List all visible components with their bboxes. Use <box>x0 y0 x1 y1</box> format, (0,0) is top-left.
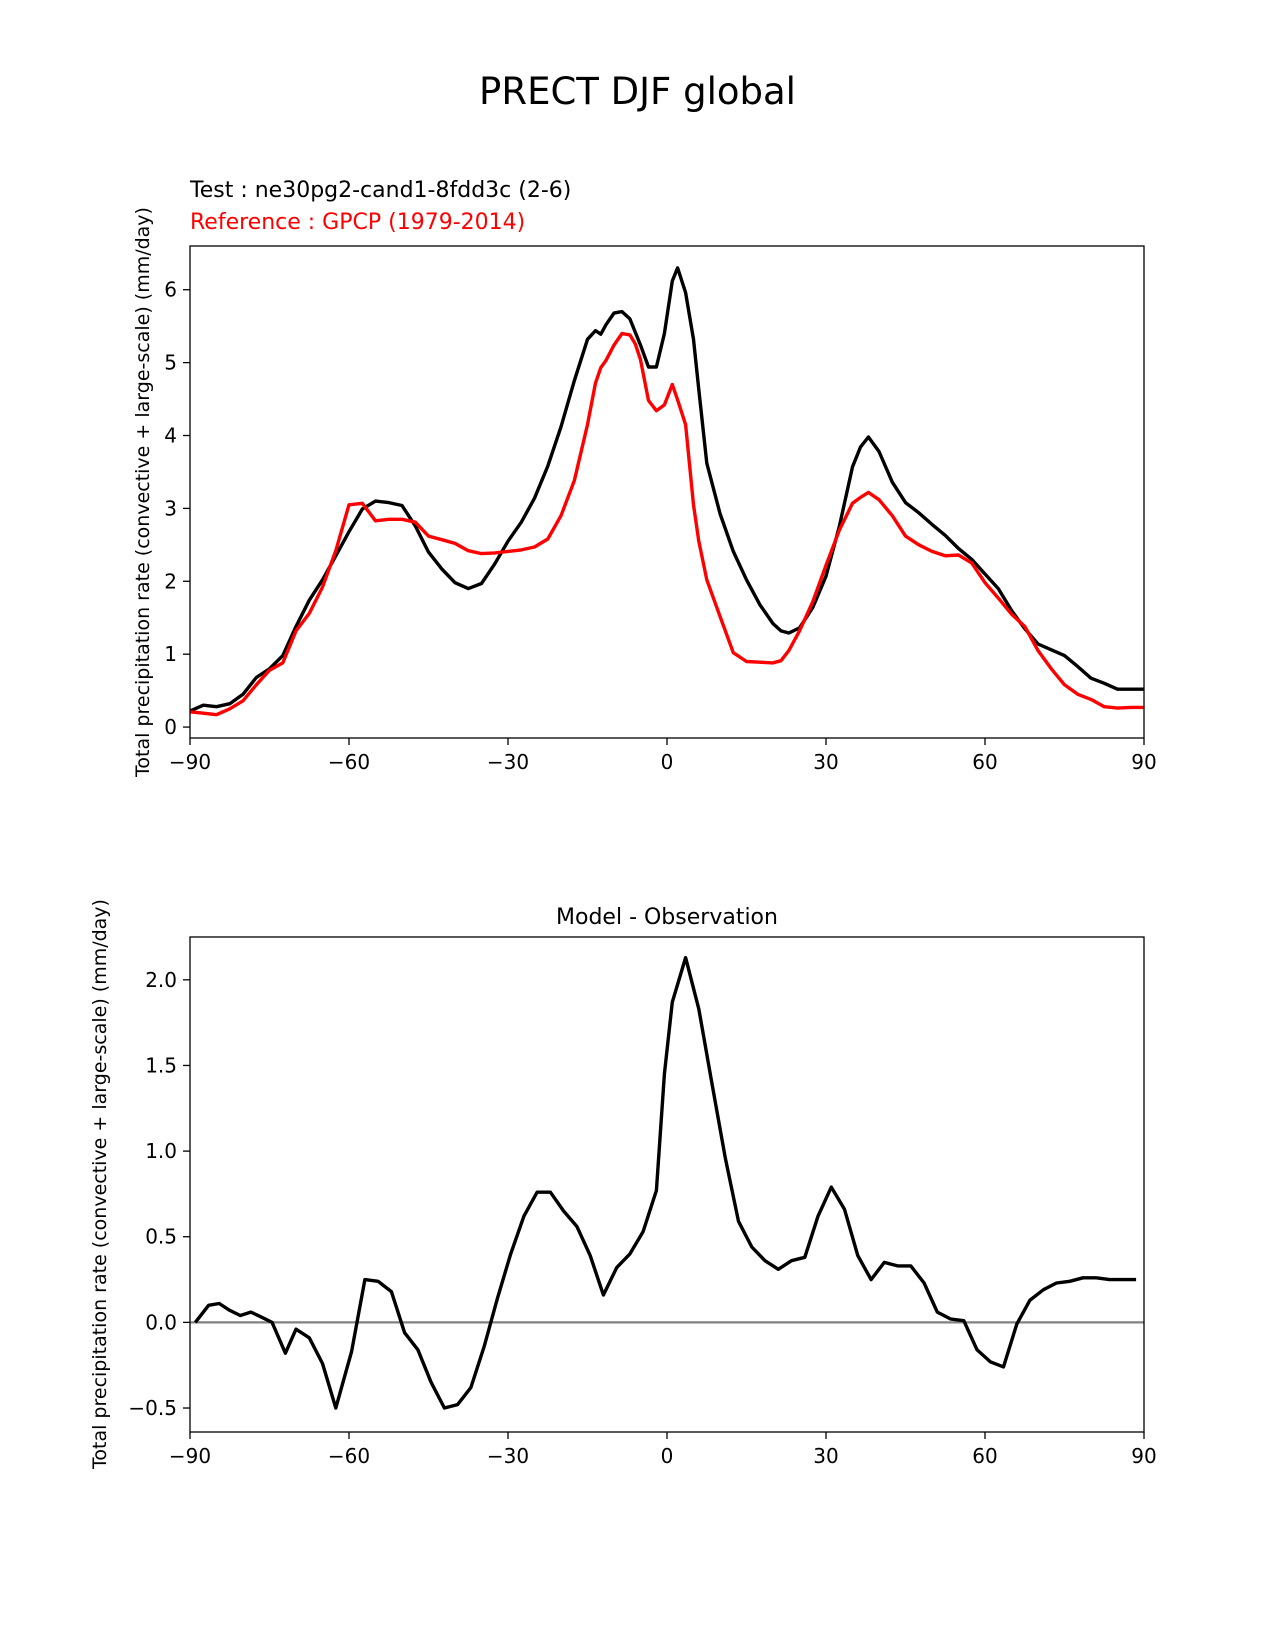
y-tick-label-top: 3 <box>164 496 177 520</box>
y-tick-label-bottom: 2.0 <box>145 968 177 992</box>
x-tick-label-top: 0 <box>661 750 674 774</box>
panel-top: −90 −60 −30 0 30 60 90 0 1 2 3 4 5 6 Total precipitat… <box>132 207 1157 778</box>
difference-plot-title: Model - Observation <box>556 905 778 930</box>
x-tick-label-top: 60 <box>972 750 997 774</box>
y-tick-label-bottom: 0.0 <box>145 1310 177 1334</box>
y-axis-label-bottom: Total precipitation rate (convective + l… <box>89 899 111 1470</box>
x-tick-label-bottom: −30 <box>487 1444 529 1468</box>
y-axis-label-top: Total precipitation rate (convective + l… <box>132 207 154 778</box>
x-tick-label-bottom: 30 <box>813 1444 838 1468</box>
reference-series-line <box>189 331 1144 717</box>
x-tick-label-top: −60 <box>328 750 370 774</box>
x-tick-label-top: 90 <box>1131 750 1156 774</box>
y-tick-label-bottom: 1.5 <box>145 1053 177 1077</box>
reference-label: Reference : GPCP (1979-2014) <box>190 210 525 235</box>
x-tick-label-bottom: 0 <box>661 1444 674 1468</box>
x-tick-label-top: −30 <box>487 750 529 774</box>
x-tick-label-bottom: −60 <box>328 1444 370 1468</box>
y-tick-label-top: 2 <box>164 569 177 593</box>
y-tick-label-top: 1 <box>164 642 177 666</box>
panel-bottom: Model - Observation −90 −60 −30 0 30 60 90 −0.5… <box>89 899 1157 1470</box>
y-tick-label-top: 4 <box>164 424 177 448</box>
x-tick-label-bottom: 60 <box>972 1444 997 1468</box>
x-tick-label-bottom: −90 <box>169 1444 211 1468</box>
figure-title: PRECT DJF global <box>479 70 796 113</box>
y-tick-label-bottom: 1.0 <box>145 1139 177 1163</box>
axes-frame-top <box>189 245 1145 739</box>
y-tick-label-top: 6 <box>164 278 177 302</box>
y-tick-label-top: 5 <box>164 351 177 375</box>
x-tick-label-bottom: 90 <box>1131 1444 1156 1468</box>
axes-frame-bottom <box>189 936 1145 1433</box>
x-tick-label-top: −90 <box>169 750 211 774</box>
plot-area-top: −90 −60 −30 0 30 60 90 0 1 2 3 4 5 6 <box>164 266 1157 774</box>
y-tick-label-bottom: −0.5 <box>128 1396 177 1420</box>
difference-series-line <box>193 955 1137 1410</box>
test-series-line <box>189 266 1144 713</box>
y-tick-label-bottom: 0.5 <box>145 1225 177 1249</box>
plot-area-bottom: −90 −60 −30 0 30 60 90 −0.5 0.0 0.5 1.0 1.5 2.0 <box>128 955 1157 1468</box>
test-label: Test : ne30pg2-cand1-8fdd3c (2-6) <box>189 178 571 203</box>
x-tick-label-top: 30 <box>813 750 838 774</box>
y-tick-label-top: 0 <box>164 715 177 739</box>
